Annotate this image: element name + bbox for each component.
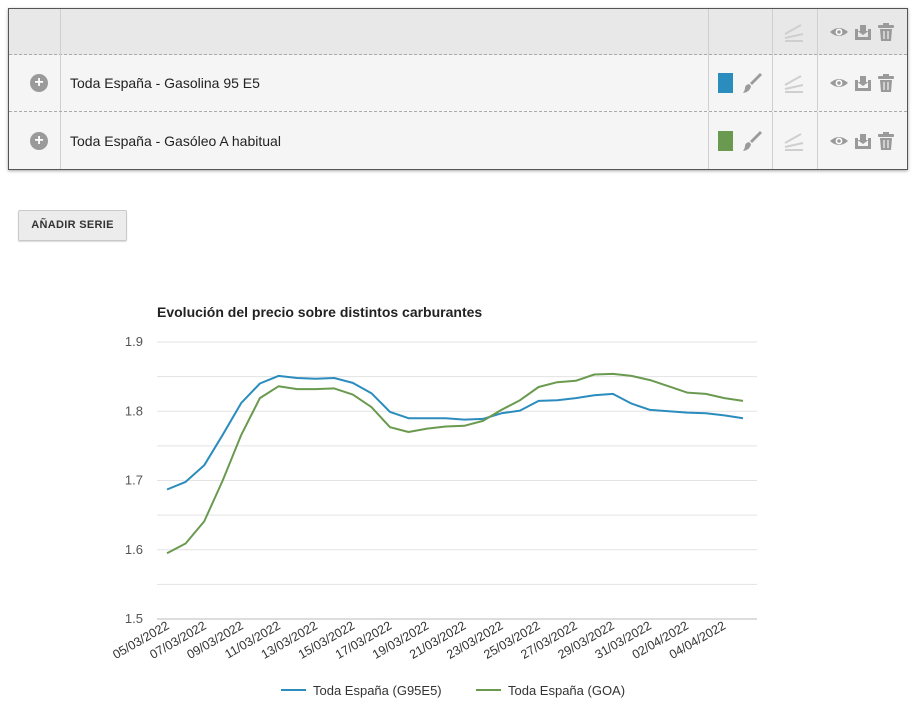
y-tick-label: 1.9 — [125, 334, 143, 349]
paintbrush-icon[interactable] — [742, 130, 762, 152]
trash-icon[interactable] — [877, 73, 895, 93]
series-row: + Toda España - Gasolina 95 E5 — [9, 54, 907, 112]
series-row: + Toda España - Gasóleo A habitual — [9, 112, 907, 169]
series-table-header — [9, 9, 907, 55]
eye-icon[interactable] — [829, 131, 849, 151]
save-icon[interactable] — [853, 131, 873, 151]
save-icon[interactable] — [853, 73, 873, 93]
series-color-swatch[interactable] — [718, 72, 733, 93]
trend-icon[interactable] — [783, 131, 805, 151]
series-line — [166, 372, 744, 555]
trend-all-icon[interactable] — [783, 22, 805, 42]
legend-label: Toda España (GOA) — [508, 683, 625, 698]
y-tick-label: 1.7 — [125, 473, 143, 488]
series-color-swatch[interactable] — [718, 130, 733, 151]
chart-title: Evolución del precio sobre distintos car… — [157, 304, 483, 320]
series-name: Toda España - Gasóleo A habitual — [70, 132, 281, 149]
trend-icon[interactable] — [783, 73, 805, 93]
paintbrush-icon[interactable] — [742, 72, 762, 94]
expand-plus-icon[interactable]: + — [30, 131, 48, 150]
legend-label: Toda España (G95E5) — [313, 683, 442, 698]
series-table: + Toda España - Gasolina 95 E5 — [8, 8, 908, 170]
series-line — [166, 374, 744, 491]
trash-all-icon[interactable] — [877, 22, 895, 42]
expand-plus-icon[interactable]: + — [30, 73, 48, 92]
add-series-button[interactable]: AÑADIR SERIE — [18, 210, 127, 241]
series-name: Toda España - Gasolina 95 E5 — [70, 74, 260, 91]
y-tick-label: 1.6 — [125, 542, 143, 557]
y-tick-label: 1.5 — [125, 611, 143, 626]
y-tick-label: 1.8 — [125, 403, 143, 418]
trash-icon[interactable] — [877, 131, 895, 151]
save-all-icon[interactable] — [853, 22, 873, 42]
eye-all-icon[interactable] — [829, 22, 849, 42]
eye-icon[interactable] — [829, 73, 849, 93]
